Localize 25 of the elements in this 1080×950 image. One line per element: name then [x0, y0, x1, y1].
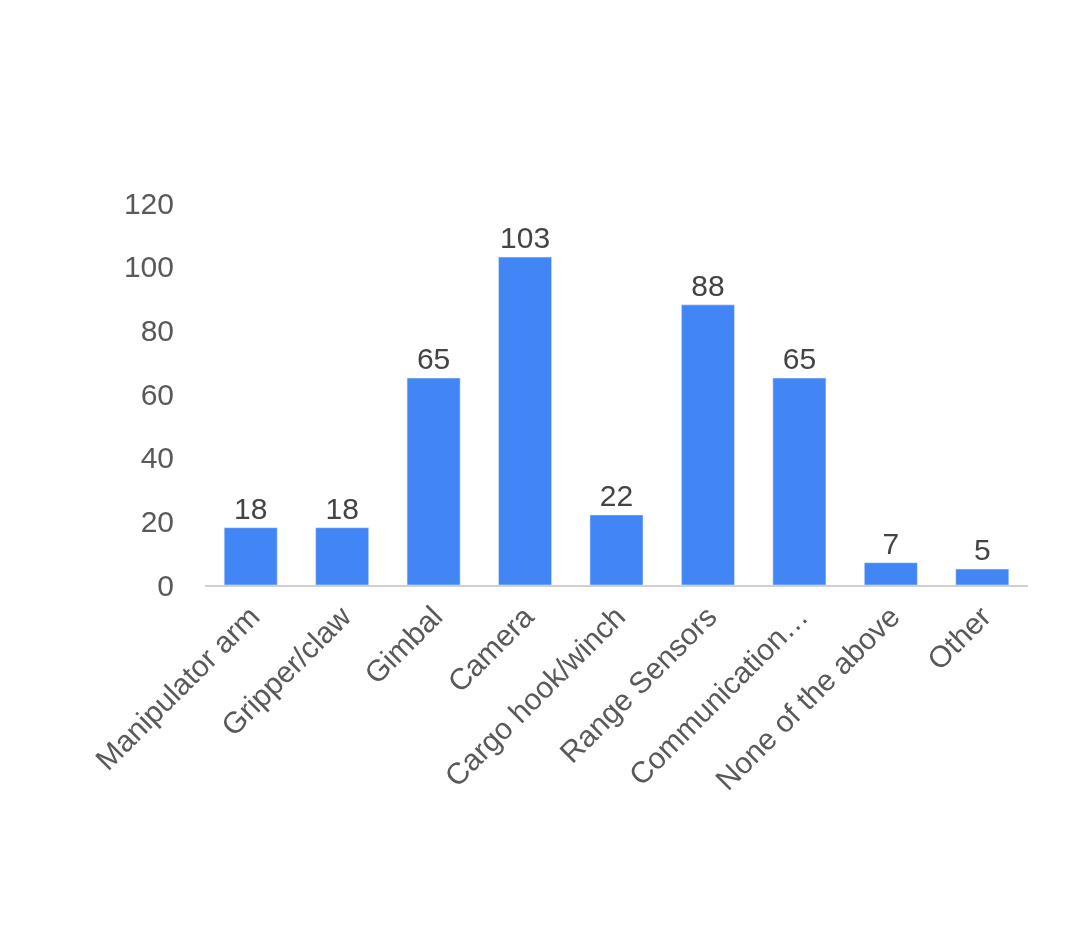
y-tick-label: 0	[157, 568, 174, 602]
bar	[772, 377, 827, 585]
data-label: 88	[691, 268, 725, 302]
data-label: 18	[234, 491, 268, 525]
y-tick-label: 120	[123, 186, 174, 220]
bar	[498, 256, 552, 585]
bar	[589, 514, 644, 585]
y-tick-label: 20	[140, 504, 174, 538]
data-label: 65	[782, 342, 817, 376]
bar	[955, 568, 1010, 585]
bar	[223, 527, 278, 585]
data-label: 5	[973, 533, 991, 567]
bar	[864, 562, 918, 585]
data-label: 22	[599, 478, 634, 512]
bar	[681, 304, 735, 585]
data-label: 103	[500, 221, 551, 255]
y-tick-label: 80	[140, 313, 174, 347]
bar	[315, 527, 369, 585]
data-label: 65	[416, 342, 451, 376]
data-label: 18	[325, 491, 359, 525]
y-tick-label: 40	[140, 441, 174, 475]
y-tick-label: 60	[140, 377, 174, 411]
data-label: 7	[882, 526, 900, 560]
bar	[406, 377, 461, 585]
y-tick-label: 100	[123, 250, 174, 284]
